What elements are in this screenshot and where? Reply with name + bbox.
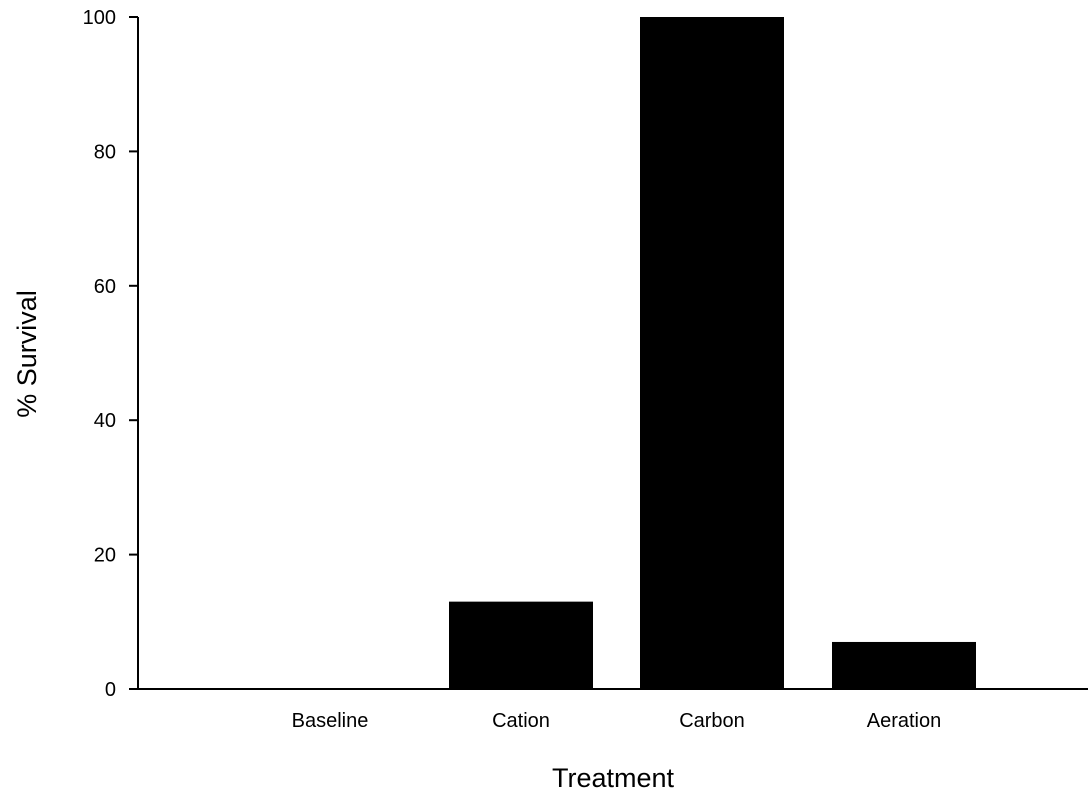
x-tick-labels: Baseline Cation Carbon Aeration — [292, 710, 942, 732]
bar-aeration — [832, 641, 976, 689]
y-axis: 0 20 40 60 80 100 — [83, 7, 139, 701]
y-tick-label: 0 — [105, 679, 116, 701]
y-tick-label: 60 — [94, 276, 116, 298]
bar-carbon — [640, 17, 784, 689]
x-tick-label: Carbon — [679, 710, 745, 732]
x-tick-label: Cation — [492, 710, 550, 732]
x-axis-title: Treatment — [552, 763, 675, 793]
y-tick-label: 100 — [83, 7, 116, 29]
x-tick-label: Baseline — [292, 710, 369, 732]
y-tick-label: 20 — [94, 545, 116, 567]
y-axis-title: % Survival — [12, 290, 42, 418]
x-tick-label: Aeration — [867, 710, 942, 732]
y-tick-label: 40 — [94, 410, 116, 432]
bar-cation — [449, 601, 593, 689]
bars — [449, 17, 976, 689]
y-tick-label: 80 — [94, 141, 116, 163]
